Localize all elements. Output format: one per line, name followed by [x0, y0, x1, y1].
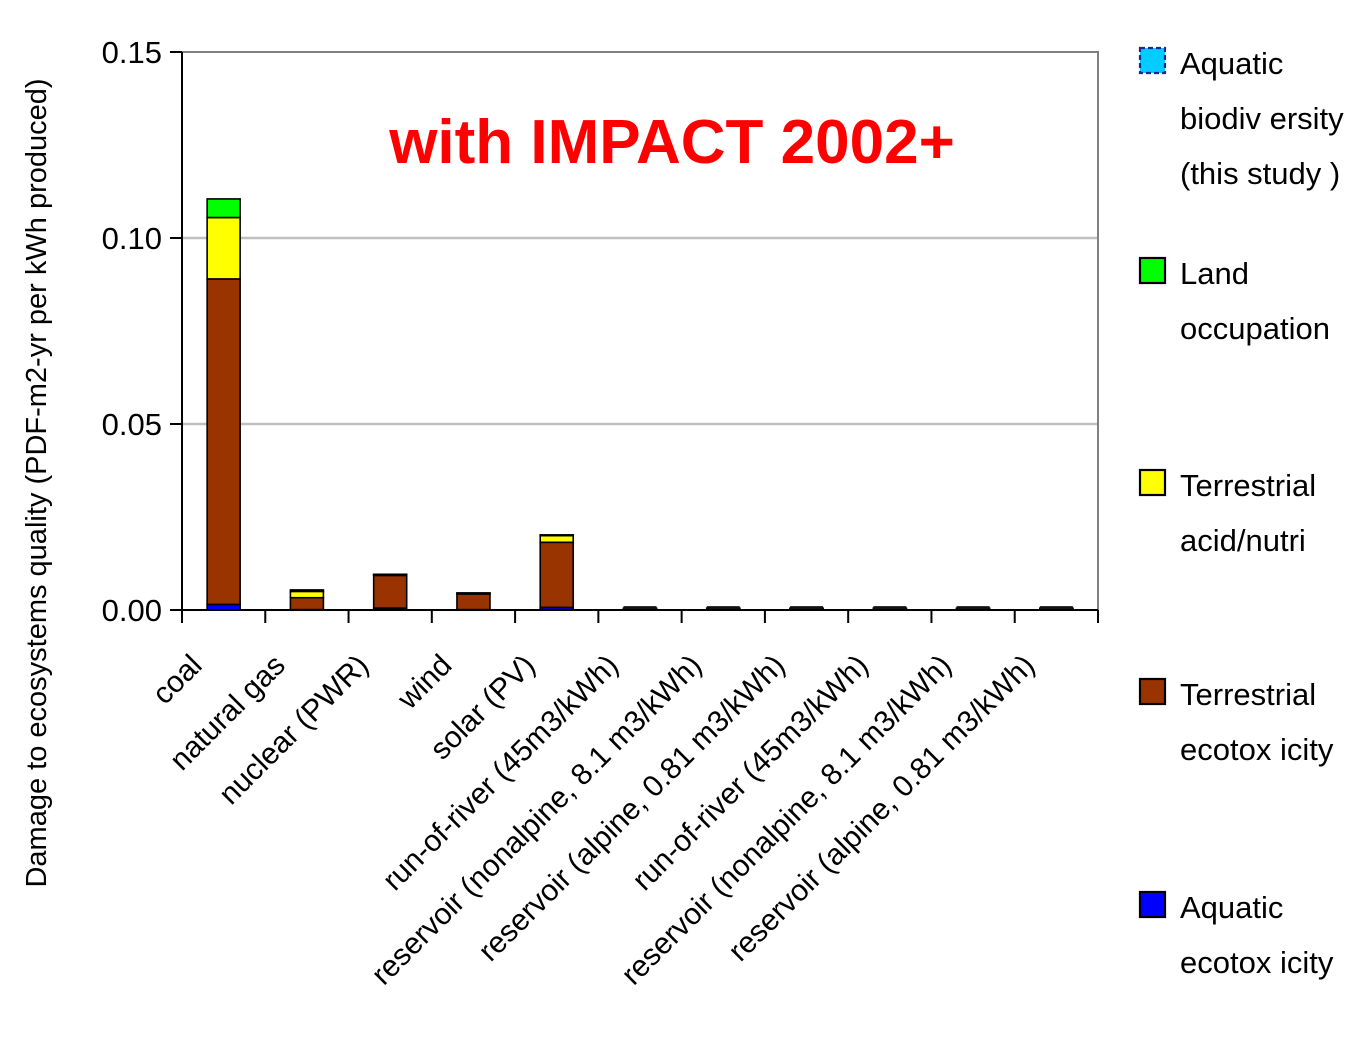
y-tick-label: 0.00	[102, 593, 162, 628]
bar-segment	[289, 590, 325, 599]
bar-outline	[790, 606, 824, 610]
legend-swatch	[1138, 890, 1167, 919]
legend-label: acid/nutri	[1180, 523, 1306, 558]
bar-outline	[873, 606, 907, 610]
gridlines	[182, 236, 1098, 426]
bar-segment	[289, 596, 325, 611]
legend-entry: Terrestrial ecotox icity	[1138, 677, 1334, 767]
y-tick-label: 0.15	[102, 35, 162, 70]
legend: Aquatic biodiv ersity (this study ) Land occ…	[1138, 46, 1344, 980]
y-tick-label: 0.05	[102, 407, 162, 442]
bar-segment	[539, 534, 575, 544]
bar-segment	[456, 592, 491, 595]
legend-swatch	[1138, 677, 1167, 706]
bar-segment	[289, 589, 325, 593]
bar-segment	[372, 574, 408, 609]
bar-outline	[1039, 606, 1073, 610]
x-tick-label: reservoir (alpine, 0.81 m3/kWh)	[722, 649, 1041, 968]
legend-label: Land	[1180, 256, 1249, 291]
legend-label: ecotox icity	[1180, 732, 1334, 767]
bar-segment	[206, 278, 241, 606]
legend-entry: Land occupation	[1138, 256, 1330, 346]
legend-swatch	[1138, 256, 1167, 285]
bar-outline	[623, 606, 657, 610]
legend-label: (this study )	[1180, 156, 1340, 191]
legend-entry: Aquatic ecotox icity	[1138, 890, 1334, 980]
bar-segment	[539, 541, 575, 609]
bar-segment	[539, 534, 575, 537]
x-tick-label: wind	[391, 649, 459, 717]
legend-label: Aquatic	[1180, 890, 1283, 925]
bars	[206, 198, 1074, 612]
x-tick-label: reservoir (alpine, 0.81 m3/kWh)	[472, 649, 791, 968]
y-ticks: 0.00 0.05 0.10 0.15	[102, 35, 182, 628]
annotation-text: with IMPACT 2002+	[388, 108, 955, 177]
legend-entry: Terrestrial acid/nutri	[1138, 468, 1316, 558]
x-tick-label: nuclear (PWR)	[213, 649, 375, 811]
x-tick-label: coal	[146, 649, 208, 711]
legend-label: Terrestrial	[1180, 677, 1316, 712]
y-tick-label: 0.10	[102, 221, 162, 256]
bar-segment	[206, 216, 241, 280]
bar-segment	[456, 593, 491, 611]
legend-label: ecotox icity	[1180, 945, 1334, 980]
bar-outline	[706, 606, 740, 610]
legend-label: biodiv ersity	[1180, 101, 1344, 136]
bar-outline	[956, 606, 990, 610]
y-axis-label: Damage to ecosystems quality (PDF-m2-yr …	[21, 78, 53, 887]
legend-label: occupation	[1180, 311, 1330, 346]
legend-label: Aquatic	[1180, 46, 1283, 81]
bar-segment	[372, 573, 408, 576]
legend-swatch	[1138, 46, 1167, 75]
bar-segment	[206, 198, 241, 219]
legend-entry: Aquatic biodiv ersity (this study )	[1138, 46, 1344, 191]
legend-label: Terrestrial	[1180, 468, 1316, 503]
legend-swatch	[1138, 468, 1167, 497]
